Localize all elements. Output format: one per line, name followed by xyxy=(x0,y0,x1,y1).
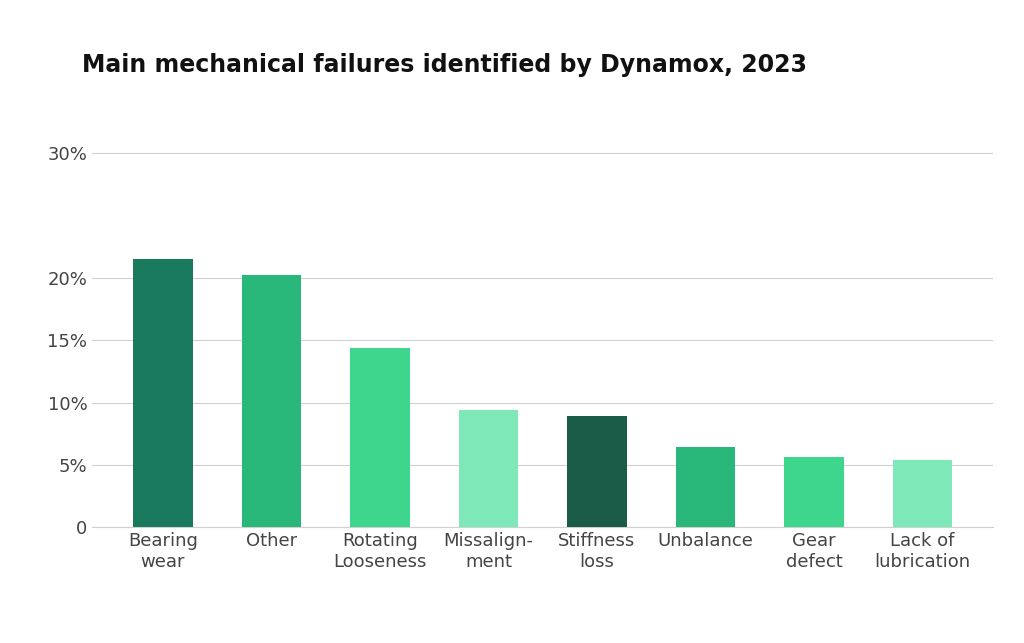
Bar xyxy=(242,275,301,527)
Bar xyxy=(567,416,627,527)
Text: Main mechanical failures identified by Dynamox, 2023: Main mechanical failures identified by D… xyxy=(82,53,807,77)
Bar xyxy=(784,457,844,527)
Bar xyxy=(459,410,518,527)
Bar xyxy=(350,348,410,527)
Bar xyxy=(893,460,952,527)
Bar xyxy=(133,259,193,527)
Bar xyxy=(676,448,735,527)
